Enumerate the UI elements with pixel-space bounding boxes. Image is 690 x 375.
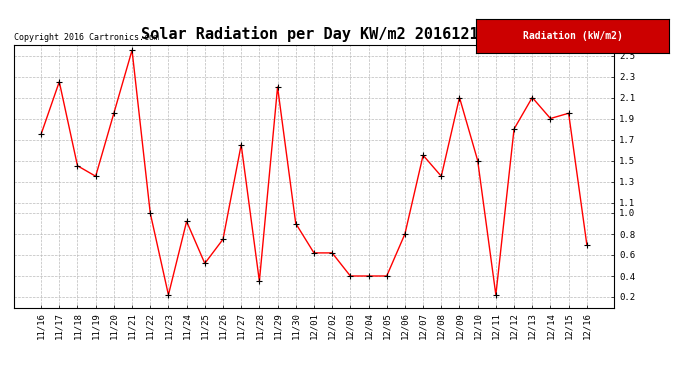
Text: Radiation (kW/m2): Radiation (kW/m2) [523,31,622,40]
Title: Solar Radiation per Day KW/m2 20161216: Solar Radiation per Day KW/m2 20161216 [141,27,487,42]
Text: Copyright 2016 Cartronics.com: Copyright 2016 Cartronics.com [14,33,159,42]
